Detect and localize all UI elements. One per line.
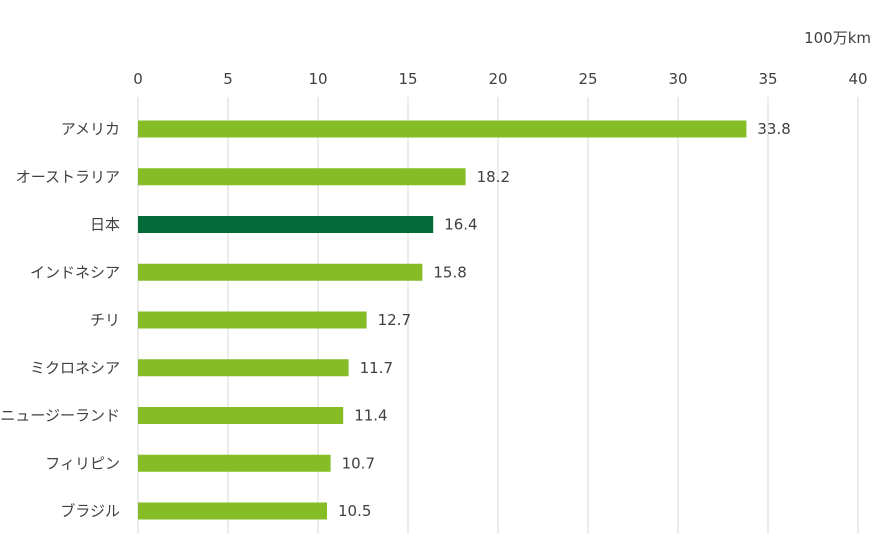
bar-7	[138, 454, 331, 472]
x-tick-label-10: 10	[308, 70, 327, 88]
x-tick-label-5: 5	[223, 70, 233, 88]
value-labels: 33.8 18.2 16.4 15.8 12.7 11.7 11.4 10.7 10.5	[338, 120, 791, 520]
x-tick-label-15: 15	[398, 70, 417, 88]
value-label-8: 10.5	[338, 502, 371, 520]
category-label-7: フィリピン	[45, 454, 120, 472]
category-label-4: チリ	[90, 311, 120, 329]
bars	[138, 120, 747, 520]
x-tick-label-20: 20	[488, 70, 507, 88]
value-label-7: 10.7	[342, 454, 375, 472]
x-tick-label-35: 35	[758, 70, 777, 88]
unit-label: 100万km	[804, 29, 871, 47]
category-label-5: ミクロネシア	[30, 359, 120, 377]
value-label-1: 18.2	[477, 168, 510, 186]
category-labels: アメリカオーストラリア日本インドネシアチリミクロネシアニュージーランドフィリピン…	[0, 120, 120, 520]
x-tick-label-25: 25	[578, 70, 597, 88]
category-label-1: オーストラリア	[16, 168, 120, 186]
category-label-6: ニュージーランド	[0, 407, 120, 425]
category-label-8: ブラジル	[60, 502, 120, 520]
bar-3	[138, 263, 423, 281]
value-label-4: 12.7	[378, 311, 411, 329]
value-label-2: 16.4	[444, 216, 477, 234]
x-tick-label-0: 0	[133, 70, 143, 88]
value-label-3: 15.8	[433, 263, 466, 281]
value-label-6: 11.4	[354, 407, 387, 425]
bar-4	[138, 311, 367, 329]
category-label-0: アメリカ	[61, 120, 120, 138]
bar-5	[138, 359, 349, 377]
bar-6	[138, 407, 344, 424]
category-label-3: インドネシア	[30, 263, 120, 281]
category-label-2: 日本	[90, 216, 120, 234]
bar-0	[138, 120, 747, 138]
x-tick-label-40: 40	[848, 70, 867, 88]
bar-8	[138, 502, 327, 520]
value-label-0: 33.8	[757, 120, 790, 138]
bar-2	[138, 216, 434, 233]
value-label-5: 11.7	[360, 359, 393, 377]
bar-1	[138, 168, 466, 186]
x-tick-label-30: 30	[668, 70, 687, 88]
x-axis-tick-labels: 0 5 10 15 20 25 30 35 40	[133, 70, 867, 88]
